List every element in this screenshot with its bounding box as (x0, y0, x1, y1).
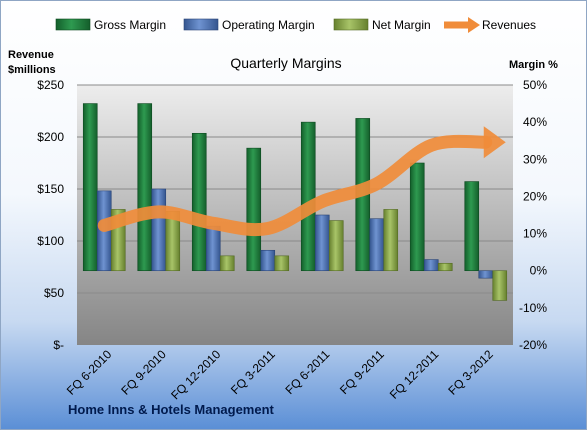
right-tick-label-3: 10% (523, 227, 547, 241)
bar-operating-margin-7 (478, 270, 494, 279)
bar-gross-margin-7 (464, 181, 480, 272)
category-label-6: FQ 12-2011 (387, 347, 442, 402)
right-axis-label: Margin % (509, 59, 558, 71)
bar-operating-margin-1 (151, 188, 167, 272)
legend-label-3: Revenues (482, 18, 536, 32)
right-tick-label-4: 20% (523, 189, 547, 203)
left-tick-label-0: $- (53, 338, 64, 352)
category-axis-ticks: FQ 6-2010 FQ 9-2010 FQ 12-2010 FQ 3-2011 FQ … (64, 347, 496, 402)
revenue-line-path (97, 134, 493, 237)
bar-operating-margin-4 (314, 214, 330, 272)
right-tick-label-0: -20% (519, 338, 547, 352)
bar-net-margin-5 (383, 209, 399, 272)
revenue-line (97, 126, 506, 237)
category-label-4: FQ 6-2011 (283, 347, 333, 397)
left-axis-label-line2: $millions (8, 64, 56, 76)
bar-net-margin-2 (219, 255, 235, 272)
legend-label-1: Operating Margin (222, 18, 315, 32)
chart-title: Quarterly Margins (230, 55, 341, 71)
footer-company-name: Home Inns & Hotels Management (68, 402, 275, 417)
bar-operating-margin-6 (423, 259, 439, 272)
bar-net-margin-6 (437, 262, 453, 272)
category-label-1: FQ 9-2010 (118, 347, 169, 398)
bar-gross-margin-1 (137, 103, 153, 272)
left-tick-label-5: $250 (37, 78, 64, 92)
bar-gross-margin-2 (191, 132, 207, 272)
right-axis-ticks: -20% -10% 0% 10% 20% 30% 40% 50% (519, 78, 547, 352)
left-tick-label-4: $200 (37, 130, 64, 144)
legend-swatch-arrow (468, 17, 480, 33)
category-label-7: FQ 3-2012 (445, 347, 496, 398)
bar-operating-margin-5 (369, 218, 385, 272)
right-tick-label-1: -10% (519, 301, 547, 315)
left-axis-label-line1: Revenue (8, 49, 54, 61)
bar-net-margin-7 (492, 270, 508, 301)
revenue-line-arrowhead (483, 126, 506, 159)
legend: Gross Margin Operating Margin Net Margin Re… (55, 17, 536, 33)
bar-operating-margin-2 (205, 225, 221, 272)
legend-swatch-1 (183, 18, 219, 31)
legend-swatch-0 (55, 18, 91, 31)
right-tick-label-2: 0% (530, 264, 548, 278)
bar-gross-margin-3 (246, 147, 262, 272)
legend-label-2: Net Margin (372, 18, 431, 32)
bar-net-margin-4 (328, 220, 344, 272)
legend-swatch-2 (333, 18, 369, 31)
bar-operating-margin-3 (260, 249, 276, 272)
legend-label-0: Gross Margin (94, 18, 166, 32)
bar-gross-margin-6 (409, 162, 425, 272)
category-label-5: FQ 9-2011 (337, 347, 387, 397)
category-label-0: FQ 6-2010 (64, 347, 115, 398)
right-tick-label-5: 30% (523, 152, 547, 166)
bars (82, 103, 508, 301)
right-tick-label-7: 50% (523, 78, 547, 92)
left-tick-label-3: $150 (37, 182, 64, 196)
left-tick-label-1: $50 (44, 286, 64, 300)
bar-net-margin-3 (274, 255, 290, 272)
left-axis-ticks: $- $50 $100 $150 $200 $250 (37, 78, 64, 352)
left-tick-label-2: $100 (37, 234, 64, 248)
category-label-2: FQ 12-2010 (168, 347, 223, 402)
bar-gross-margin-4 (300, 121, 316, 272)
bar-gross-margin-0 (82, 103, 98, 272)
category-label-3: FQ 3-2011 (228, 347, 278, 397)
right-tick-label-6: 40% (523, 115, 547, 129)
